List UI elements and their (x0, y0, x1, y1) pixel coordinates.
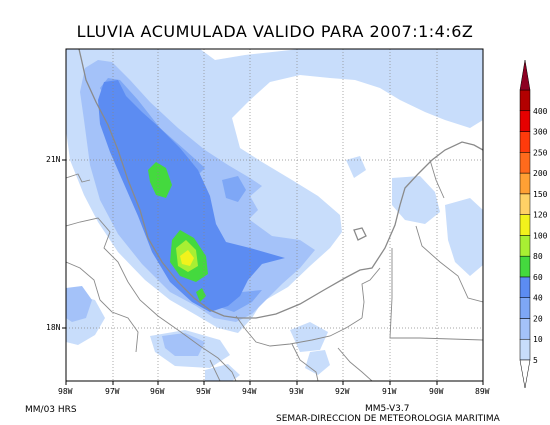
colorbar-band (519, 193, 531, 215)
colorbar-band (519, 338, 531, 361)
colorbar-level-label: 300 (533, 128, 548, 137)
colorbar-level-label: 5 (533, 356, 538, 365)
units-label: MM/03 HRS (25, 405, 77, 415)
colorbar-level-label: 100 (533, 231, 548, 240)
map-title: LLUVIA ACUMULADA VALIDO PARA 2007:1:4:6Z (76, 22, 474, 41)
colorbar-level-label: 20 (533, 314, 543, 323)
model-label: MM5-V3.7 (365, 404, 410, 414)
rain-level-100 (180, 250, 194, 266)
map-frame (65, 48, 484, 382)
lon-label-95w: 95W (196, 387, 211, 396)
colorbar-top-arrow (519, 59, 531, 91)
colorbar-level-label: 60 (533, 273, 543, 282)
colorbar-level-label: 120 (533, 211, 548, 220)
colorbar-level-label: 150 (533, 190, 548, 199)
lon-label-93w: 93W (289, 387, 304, 396)
colorbar-band (519, 152, 531, 174)
colorbar-band (519, 276, 531, 298)
lon-label-92w: 92W (335, 387, 350, 396)
colorbar-band (519, 131, 531, 153)
credit-label: SEMAR-DIRECCION DE METEOROLOGIA MARITIMA (276, 414, 500, 424)
lon-label-94w: 94W (242, 387, 257, 396)
colorbar-level-label: 400 (533, 107, 548, 116)
rain-level-40 (98, 80, 285, 312)
graticule (66, 49, 483, 381)
colorbar-bottom-arrow (519, 359, 531, 389)
lon-label-90w: 90W (429, 387, 444, 396)
colorbar-band (519, 297, 531, 319)
colorbar-band (519, 89, 531, 112)
colorbar-band (519, 255, 531, 278)
axis-ticks (62, 159, 484, 385)
lon-label-97w: 97W (105, 387, 120, 396)
state-borders (66, 159, 483, 381)
colorbar-level-label: 200 (533, 169, 548, 178)
colorbar-legend: 5 10 20 40 60 80 100 120 150 200 250 300 400 (519, 59, 548, 389)
colorbar-level-label: 40 (533, 294, 543, 303)
lat-label-21n: 21N (46, 155, 61, 164)
colorbar-band (519, 110, 531, 132)
colorbar-level-label: 10 (533, 335, 543, 344)
lon-label-96w: 96W (150, 387, 165, 396)
lat-label-18n: 18N (46, 323, 61, 332)
colorbar-band (519, 172, 531, 195)
colorbar-band (519, 214, 531, 236)
colorbar-band (519, 318, 531, 340)
rainfall-field (66, 49, 483, 381)
lon-label-91w: 91W (382, 387, 397, 396)
lon-label-89w: 89W (475, 387, 490, 396)
colorbar-level-label: 250 (533, 148, 548, 157)
lon-label-98w: 98W (58, 387, 73, 396)
coastline (78, 49, 483, 319)
colorbar-band (519, 235, 531, 257)
colorbar-level-label: 80 (533, 252, 543, 261)
